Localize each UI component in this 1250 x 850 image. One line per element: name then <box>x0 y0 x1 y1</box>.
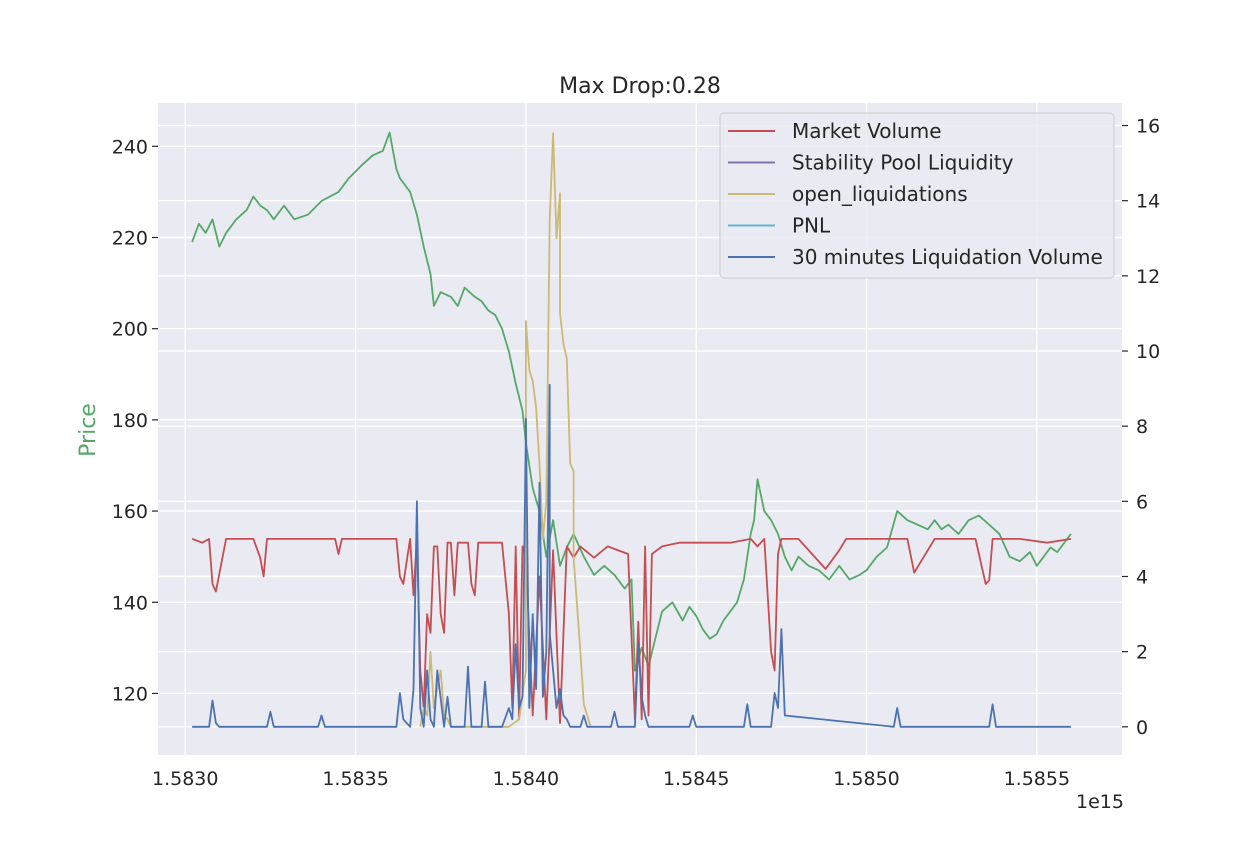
left-y-tick-label: 160 <box>112 501 148 523</box>
legend-label-30-minutes-liquidation-volume: 30 minutes Liquidation Volume <box>792 245 1103 269</box>
legend-label-stability-pool-liquidity: Stability Pool Liquidity <box>792 151 1014 175</box>
open-liquidations-line <box>419 132 592 728</box>
legend-box <box>719 112 1115 279</box>
x-offset-label: 1e15 <box>1076 791 1124 813</box>
market-volume-line <box>191 538 1072 724</box>
right-y-tick-label: 0 <box>1136 717 1148 739</box>
left-y-tick-label: 120 <box>112 683 148 705</box>
x-tick-label: 1.5840 <box>493 768 559 790</box>
right-y-tick-label: 6 <box>1136 491 1148 513</box>
x-tick-label: 1.5845 <box>663 768 729 790</box>
x-axis-ticks: 1.5830 1.5835 1.5840 1.5845 1.5850 1.5855 <box>152 768 1070 790</box>
price-line <box>191 131 1072 672</box>
left-y-tick-label: 220 <box>112 228 148 250</box>
legend: Market Volume Stability Pool Liquidity ope… <box>719 112 1115 279</box>
legend-label-pnl: PNL <box>792 214 831 238</box>
series-lines <box>191 131 1072 728</box>
x-tick-label: 1.5835 <box>322 768 388 790</box>
legend-label-open-liquidations: open_liquidations <box>792 182 968 206</box>
chart-title: Max Drop:0.28 <box>559 74 721 99</box>
right-y-tick-label: 4 <box>1136 566 1148 588</box>
x-tick-label: 1.5850 <box>833 768 899 790</box>
right-y-tick-label: 16 <box>1136 116 1160 138</box>
left-y-tick-label: 180 <box>112 410 148 432</box>
right-y-tick-label: 8 <box>1136 416 1148 438</box>
right-y-tick-label: 10 <box>1136 341 1160 363</box>
right-y-axis-ticks: 0 2 4 6 8 10 12 14 16 <box>1122 116 1160 739</box>
left-y-tick-label: 240 <box>112 136 148 158</box>
right-y-tick-label: 2 <box>1136 642 1148 664</box>
left-y-tick-label: 200 <box>112 319 148 341</box>
left-y-tick-label: 140 <box>112 592 148 614</box>
x-tick-label: 1.5855 <box>1004 768 1070 790</box>
left-y-axis-ticks: 120 140 160 180 200 220 240 <box>112 136 158 705</box>
right-y-tick-label: 14 <box>1136 191 1160 213</box>
legend-label-market-volume: Market Volume <box>792 119 942 143</box>
x-tick-label: 1.5830 <box>152 768 218 790</box>
y-axis-label: Price <box>76 403 101 457</box>
30-minutes-liquidation-volume-line <box>192 383 1071 728</box>
right-y-tick-label: 12 <box>1136 266 1160 288</box>
